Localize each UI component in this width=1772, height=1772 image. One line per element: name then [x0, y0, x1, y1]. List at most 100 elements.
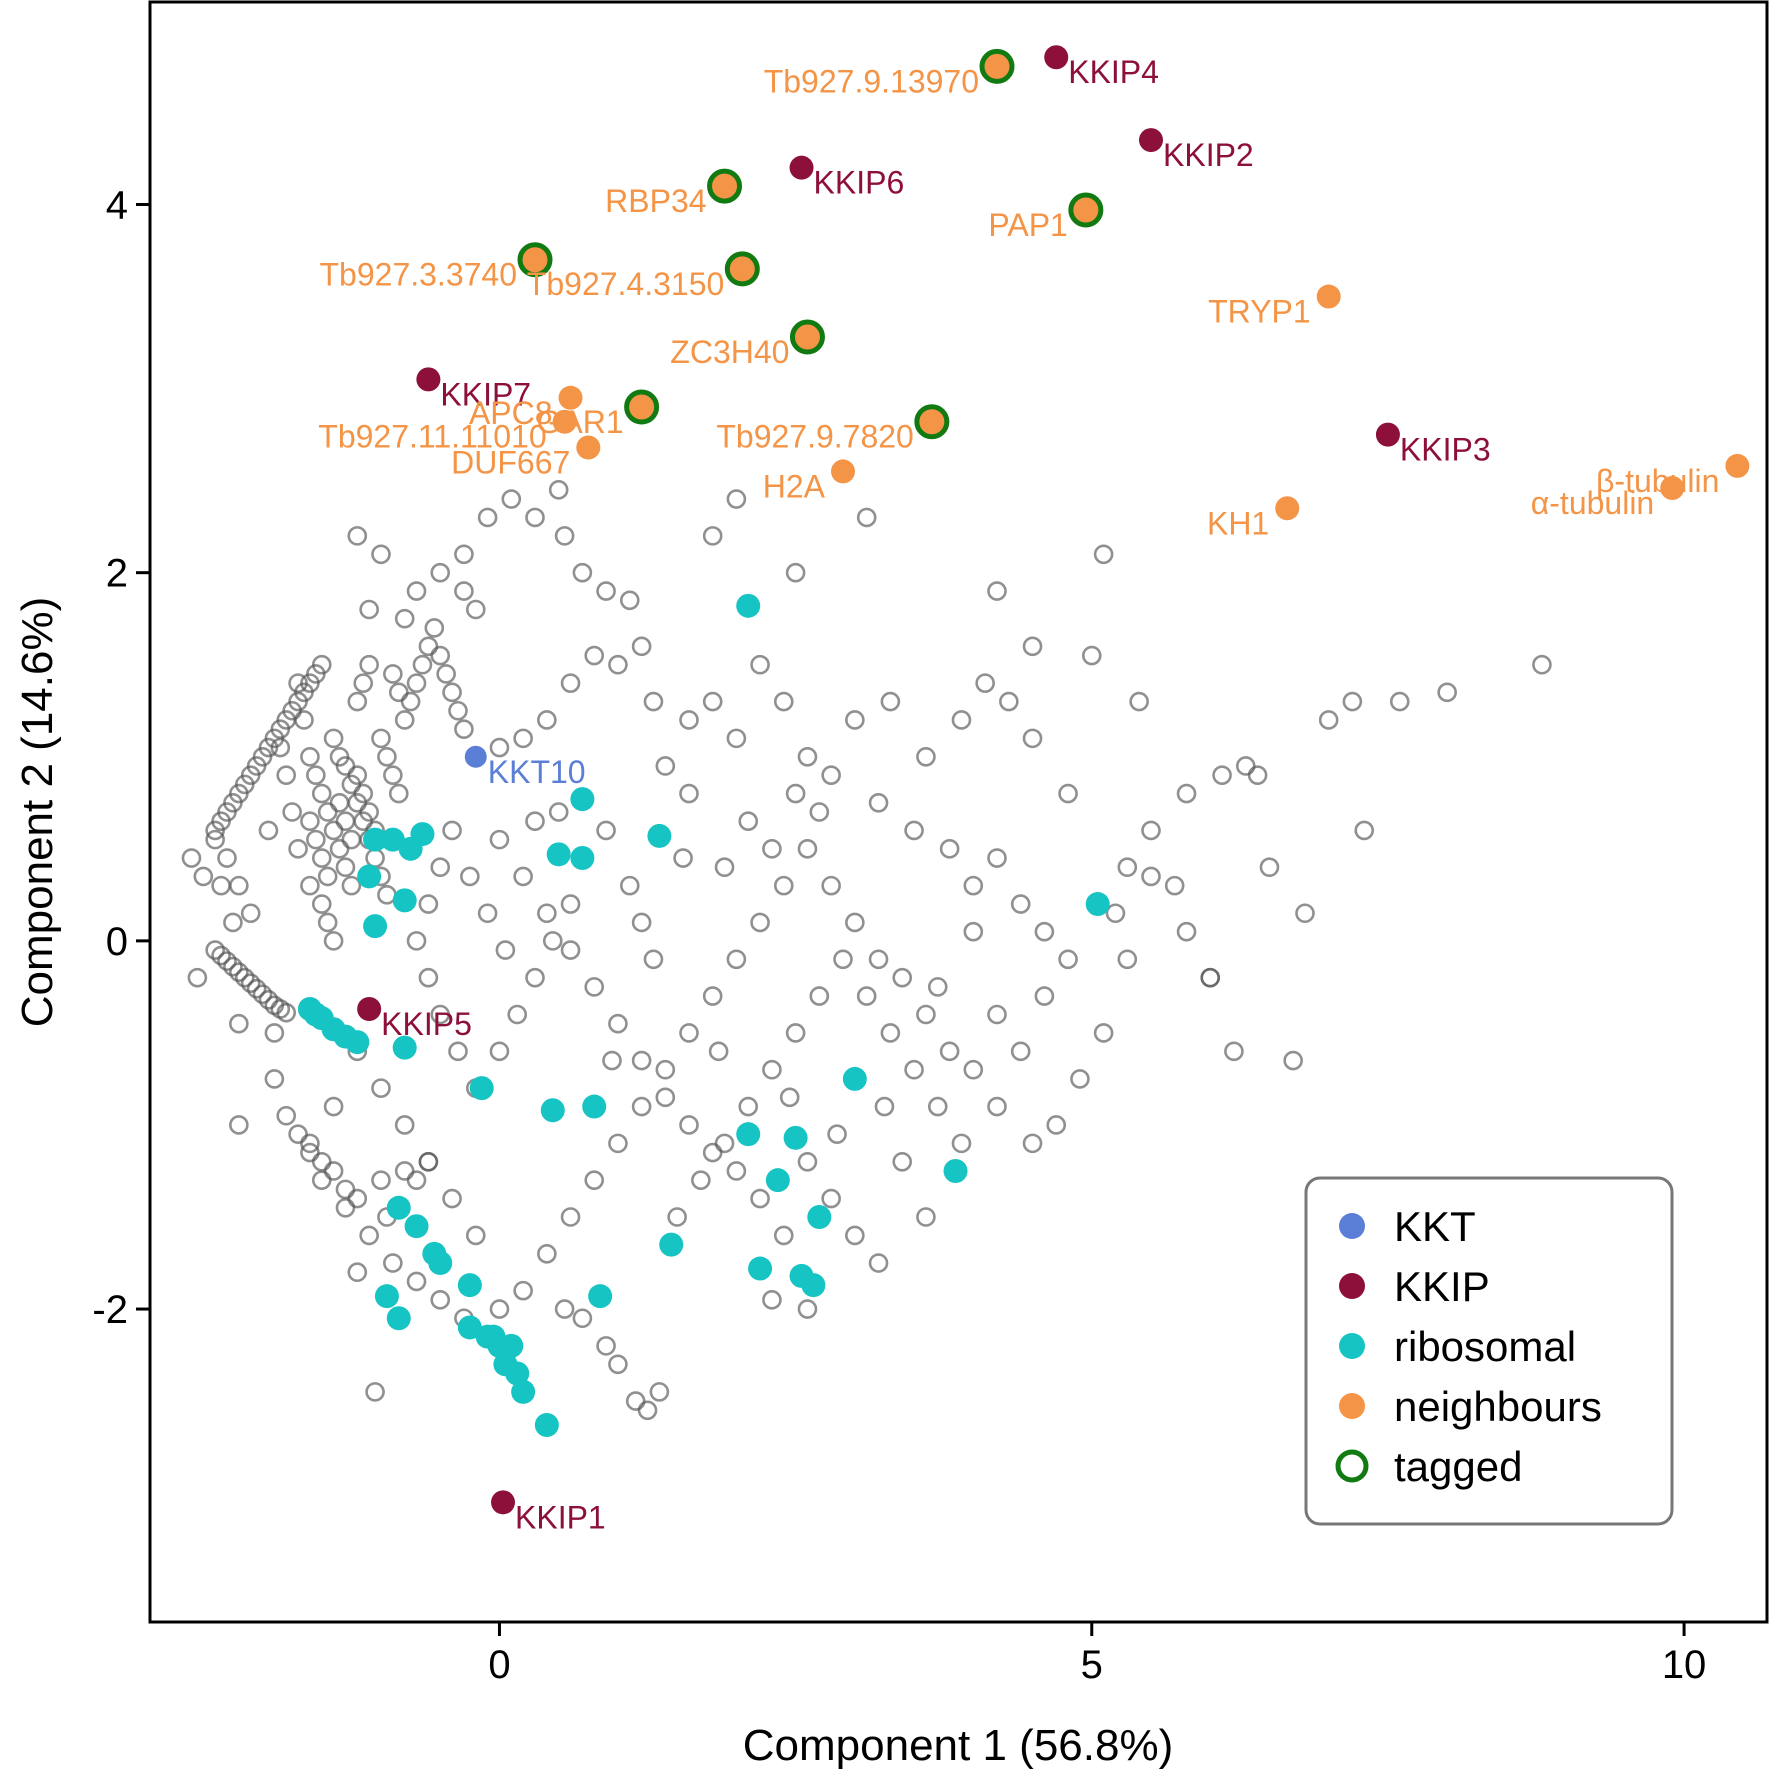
background-point — [762, 1290, 782, 1310]
background-point — [406, 1271, 427, 1292]
background-point — [797, 746, 818, 767]
background-point — [406, 581, 427, 601]
background-point — [258, 820, 279, 841]
background-point — [537, 1244, 557, 1264]
background-point — [809, 802, 830, 822]
background-point — [211, 945, 231, 966]
x-tick-label: 0 — [488, 1643, 510, 1687]
neighbour-point — [1275, 496, 1300, 521]
background-point — [1141, 820, 1161, 841]
background-point — [229, 962, 249, 982]
background-point — [643, 691, 664, 712]
background-point — [655, 1087, 676, 1108]
point-label: DUF667 — [451, 445, 570, 481]
background-point — [323, 1096, 344, 1117]
x-axis-ticks: 0 5 10 — [488, 1622, 1706, 1687]
ribosomal-point — [457, 1273, 482, 1298]
background-point — [1093, 544, 1114, 565]
ribosomal-point — [363, 914, 388, 939]
background-point — [927, 1096, 948, 1117]
background-point — [1437, 682, 1457, 703]
ribosomal-point — [386, 1306, 411, 1331]
point-label: KH1 — [1207, 505, 1269, 541]
kkip-point — [416, 367, 441, 392]
ribosomal-point — [534, 1413, 559, 1438]
background-point — [465, 599, 486, 620]
ribosomal-point — [499, 1333, 524, 1358]
neighbour-points-group — [517, 48, 1750, 521]
background-point — [631, 636, 652, 657]
kkip-point — [789, 155, 814, 180]
background-point — [1022, 1133, 1043, 1154]
legend: KKT KKIP ribosomal neighbours tagged — [1304, 1176, 1674, 1526]
background-point — [892, 967, 913, 988]
background-point — [797, 839, 818, 859]
ribosomal-point — [428, 1251, 453, 1276]
background-point — [691, 1170, 711, 1190]
point-label: Tb927.9.13970 — [764, 63, 979, 99]
background-point — [406, 931, 427, 951]
background-point — [1070, 1069, 1090, 1089]
background-point — [477, 507, 498, 528]
background-point — [916, 1207, 936, 1227]
background-point — [880, 1023, 901, 1043]
neighbour-point — [1316, 284, 1341, 309]
background-point — [394, 1115, 415, 1135]
background-point — [371, 1170, 391, 1190]
background-point — [963, 1059, 984, 1080]
ribosomal-point — [540, 1098, 565, 1123]
background-point — [762, 1059, 782, 1080]
background-point — [454, 719, 474, 739]
background-point — [264, 1069, 285, 1089]
background-point — [1058, 949, 1078, 970]
ribosomal-point — [404, 1214, 429, 1239]
point-label: KKIP2 — [1163, 137, 1254, 173]
background-point — [288, 673, 308, 693]
background-point — [388, 783, 409, 804]
background-point — [430, 857, 451, 878]
background-point — [584, 1170, 605, 1190]
background-point — [560, 673, 581, 693]
ribosomal-point — [303, 1002, 328, 1027]
background-point — [963, 921, 984, 942]
ribosomal-point — [801, 1273, 826, 1298]
tagged-neighbour-point — [624, 389, 660, 425]
background-point — [738, 1096, 759, 1117]
kkip-point — [491, 1490, 516, 1515]
ribosomal-point — [469, 1076, 494, 1101]
background-point — [750, 1188, 770, 1209]
y-tick-label: 0 — [106, 920, 128, 964]
legend-marker-tagged — [1335, 1449, 1369, 1483]
background-point — [394, 608, 415, 629]
background-point — [821, 875, 841, 896]
background-point — [300, 746, 320, 767]
point-label: β-tubulin — [1596, 463, 1719, 499]
y-tick-label: 2 — [106, 552, 128, 596]
ribosomal-points-group — [297, 593, 1110, 1438]
background-point — [856, 507, 877, 528]
background-point — [234, 967, 255, 988]
background-point — [726, 728, 747, 749]
tagged-neighbour-point — [707, 168, 743, 204]
ribosomal-point — [345, 1030, 370, 1055]
ribosomal-point — [1085, 892, 1110, 917]
background-point — [1141, 866, 1161, 887]
background-point — [596, 1336, 616, 1356]
background-point — [406, 1170, 427, 1190]
background-point — [489, 737, 510, 758]
background-point — [365, 1382, 385, 1402]
neighbour-point — [558, 385, 583, 410]
background-point — [418, 967, 439, 988]
background-point — [655, 1059, 676, 1080]
kkip-point — [1375, 422, 1400, 447]
background-point — [679, 1023, 699, 1043]
background-point — [323, 931, 344, 951]
ribosomal-point — [386, 1195, 411, 1220]
legend-marker-kkip — [1339, 1273, 1365, 1299]
ribosomal-point — [582, 1094, 607, 1119]
background-point — [454, 581, 474, 601]
background-point — [868, 949, 889, 970]
background-point — [383, 1253, 403, 1273]
background-point — [1283, 1050, 1303, 1071]
legend-box — [1304, 1176, 1674, 1526]
